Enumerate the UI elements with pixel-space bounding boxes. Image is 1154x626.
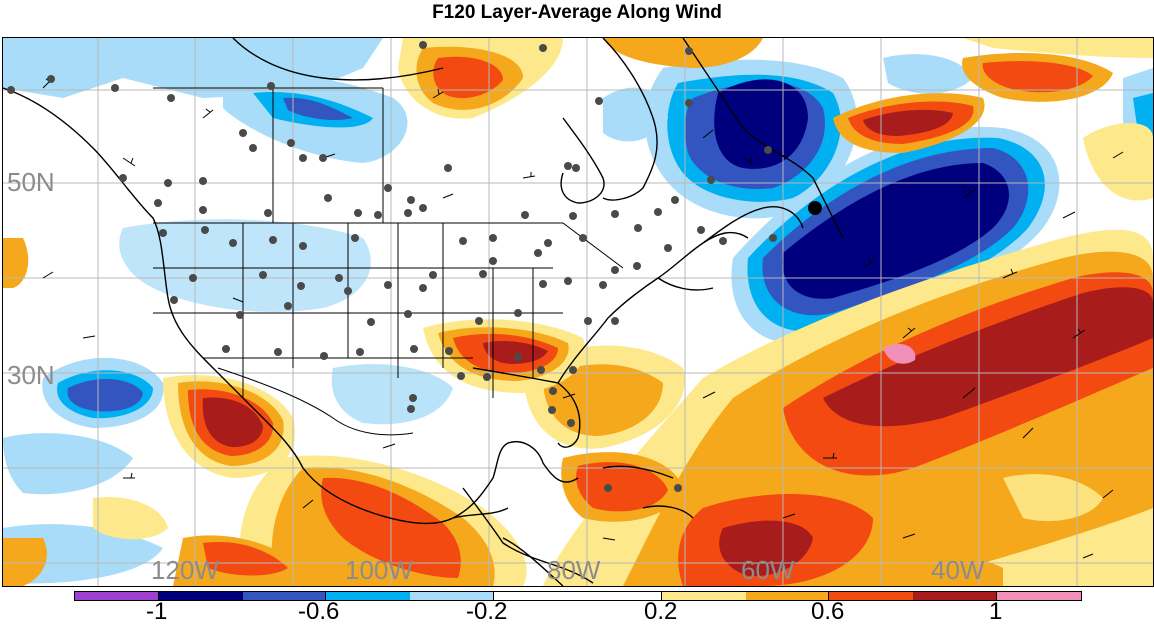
colorbar-segment-2: [242, 592, 327, 600]
colorbar-segment-0: [75, 592, 159, 600]
map-plot: [3, 38, 1153, 586]
lat-label-50n: 50N: [7, 167, 55, 197]
colorbar-label: -1: [146, 598, 168, 625]
colorbar-segment-3: [326, 592, 411, 600]
colorbar-tick: [996, 591, 997, 601]
colorbar-label: 0.2: [644, 598, 678, 625]
colorbar-segment-6: [577, 592, 662, 600]
map-title: F120 Layer-Average Along Wind: [432, 2, 722, 23]
observation-stations: [7, 41, 822, 492]
political-boundaries: [153, 87, 624, 436]
positive-anomaly-fields: [3, 38, 1153, 586]
colorbar-segment-11: [997, 592, 1081, 600]
colorbar-label: 0.6: [811, 598, 845, 625]
colorbar-label: 1: [989, 598, 1003, 625]
map-panel: 50N 30N 120W 100W 80W 60W 40W: [2, 37, 1154, 587]
colorbar-segment-8: [745, 592, 830, 600]
lon-label-40w: 40W: [931, 555, 985, 585]
colorbar-tick: [158, 591, 159, 601]
lat-label-30n: 30N: [7, 360, 55, 390]
colorbar-segment-4: [410, 592, 495, 600]
colorbar-tick: [828, 591, 829, 601]
negative-anomaly-fields: [3, 38, 1153, 584]
colorbar-label: -0.6: [298, 598, 340, 625]
colorbar-tick: [661, 591, 662, 601]
lon-label-100w: 100W: [345, 555, 413, 585]
lon-label-80w: 80W: [547, 555, 601, 585]
lon-label-120w: 120W: [151, 555, 219, 585]
colorbar-segment-9: [829, 592, 914, 600]
colorbar-label: -0.2: [466, 598, 508, 625]
colorbar-tick: [325, 591, 326, 601]
colorbar-segment-1: [158, 592, 243, 600]
colorbar: [74, 591, 1082, 601]
colorbar-tick: [493, 591, 494, 601]
colorbar-segment-5: [494, 592, 578, 600]
coastlines: [3, 38, 844, 586]
lon-label-60w: 60W: [741, 555, 795, 585]
colorbar-segment-7: [661, 592, 746, 600]
colorbar-segment-10: [913, 592, 998, 600]
